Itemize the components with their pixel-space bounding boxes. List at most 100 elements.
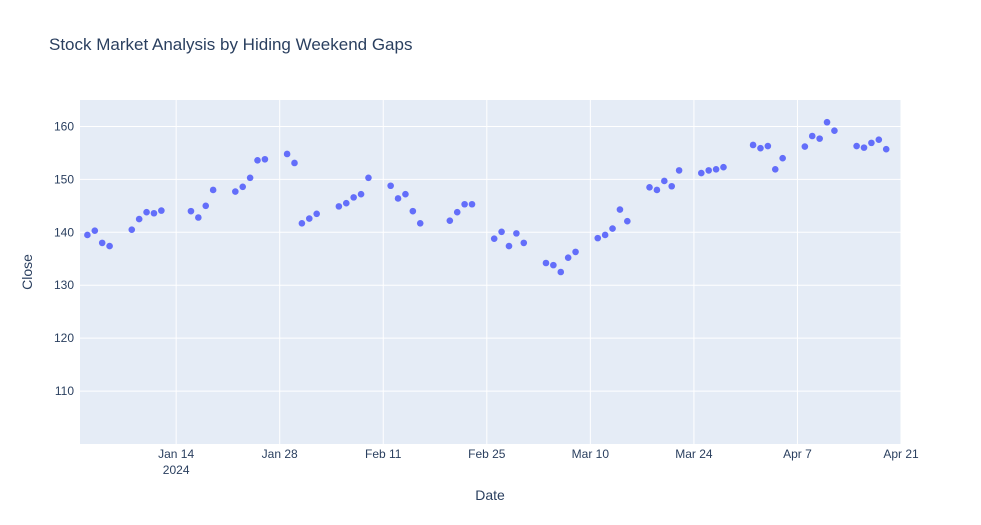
y-axis-ticks: 110 120 130 140 150 160 — [54, 119, 74, 398]
data-point — [594, 234, 602, 242]
x-tick-label: Jan 14 — [158, 447, 194, 461]
data-point — [84, 231, 91, 239]
data-point — [305, 215, 313, 222]
data-point — [106, 242, 113, 250]
data-point — [128, 226, 136, 233]
data-point — [653, 186, 661, 194]
data-point — [150, 209, 158, 217]
plot-area — [80, 100, 901, 444]
data-point — [232, 188, 239, 195]
data-point — [291, 159, 298, 167]
data-point — [779, 154, 786, 162]
data-point — [461, 200, 468, 208]
data-point — [158, 207, 165, 214]
y-tick-label: 130 — [54, 278, 74, 292]
x-tick-label: Apr 7 — [783, 447, 812, 461]
x-tick-label: Jan 28 — [262, 447, 298, 461]
data-point — [705, 167, 712, 174]
data-point — [749, 141, 757, 149]
data-point — [187, 207, 195, 215]
data-point — [801, 143, 809, 150]
data-points — [84, 118, 890, 276]
data-point — [239, 183, 247, 191]
data-point — [557, 268, 565, 276]
x-tick-label: Mar 10 — [572, 447, 610, 461]
data-point — [757, 144, 764, 152]
data-point — [609, 225, 616, 232]
data-point — [416, 220, 424, 227]
data-point — [875, 136, 883, 143]
data-point — [490, 235, 498, 242]
data-point — [646, 184, 653, 191]
data-point — [254, 157, 261, 164]
data-point — [668, 182, 676, 190]
x-axis-title: Date — [475, 487, 505, 503]
data-point — [357, 190, 365, 198]
data-point — [882, 145, 890, 153]
data-point — [823, 118, 831, 126]
x-tick-label: Mar 24 — [675, 447, 713, 461]
data-point — [91, 227, 99, 235]
data-point — [505, 242, 513, 250]
data-point — [550, 261, 557, 269]
data-point — [313, 210, 320, 218]
data-point — [698, 169, 705, 177]
data-point — [513, 230, 520, 237]
data-point — [764, 142, 772, 150]
data-point — [853, 142, 860, 150]
data-point — [868, 139, 875, 147]
data-point — [808, 132, 816, 140]
y-axis-title: Close — [19, 254, 35, 290]
y-tick-label: 110 — [55, 384, 74, 398]
data-point — [446, 217, 454, 224]
data-point — [202, 202, 210, 210]
data-point — [616, 206, 624, 213]
data-point — [195, 214, 202, 221]
x-tick-label: Apr 21 — [883, 447, 919, 461]
data-point — [283, 150, 291, 158]
chart-title: Stock Market Analysis by Hiding Weekend … — [49, 35, 412, 54]
data-point — [365, 174, 372, 182]
data-point — [453, 208, 461, 216]
y-tick-label: 120 — [54, 331, 74, 345]
data-point — [498, 228, 505, 236]
data-point — [601, 231, 609, 239]
data-point — [98, 239, 106, 247]
x-tick-year-label: 2024 — [163, 463, 190, 477]
x-axis-ticks: Jan 14 2024 Jan 28 Feb 11 Feb 25 Mar 10 Mar 24… — [158, 447, 919, 477]
data-point — [143, 208, 150, 216]
data-point — [350, 194, 357, 201]
x-tick-label: Feb 11 — [365, 447, 402, 461]
data-point — [712, 166, 720, 173]
data-point — [335, 203, 343, 210]
x-tick-label: Feb 25 — [468, 447, 506, 461]
data-point — [261, 155, 269, 163]
data-point — [342, 199, 350, 207]
data-point — [675, 167, 683, 174]
data-point — [135, 215, 143, 223]
data-point — [564, 254, 572, 262]
y-tick-label: 140 — [54, 225, 74, 239]
y-tick-label: 150 — [54, 172, 74, 186]
data-point — [542, 259, 550, 267]
data-point — [624, 217, 631, 225]
data-point — [209, 186, 217, 194]
data-point — [572, 248, 579, 256]
grid-lines — [80, 100, 902, 444]
data-point — [409, 207, 417, 215]
data-point — [661, 177, 668, 185]
data-point — [298, 220, 306, 227]
data-point — [831, 127, 838, 134]
data-point — [771, 166, 779, 173]
y-tick-label: 160 — [54, 119, 74, 133]
data-point — [387, 182, 394, 190]
data-point — [394, 195, 402, 202]
data-point — [468, 200, 476, 208]
data-point — [720, 163, 727, 171]
data-point — [816, 135, 823, 142]
data-point — [520, 239, 528, 247]
data-point — [246, 174, 254, 182]
data-point — [402, 190, 409, 198]
data-point — [860, 144, 868, 151]
